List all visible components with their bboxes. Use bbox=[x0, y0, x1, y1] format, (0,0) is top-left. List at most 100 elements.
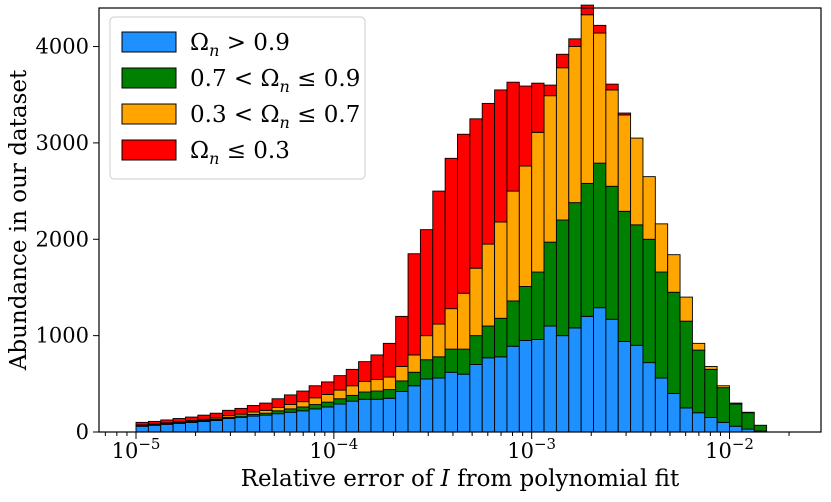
bar-segment bbox=[296, 390, 310, 403]
bar-segment bbox=[716, 387, 730, 423]
y-tick-label: 3000 bbox=[36, 131, 89, 155]
bars-group bbox=[135, 4, 768, 433]
bar-segment bbox=[531, 271, 545, 340]
bar-segment bbox=[617, 210, 632, 342]
bar-segment bbox=[358, 361, 372, 382]
bar-segment bbox=[580, 315, 594, 433]
bar-segment bbox=[172, 418, 186, 423]
bar-segment bbox=[654, 271, 669, 379]
bar-segment bbox=[308, 404, 322, 410]
bar-segment bbox=[407, 253, 421, 356]
bar-segment bbox=[271, 398, 285, 408]
bar-segment bbox=[222, 409, 236, 417]
y-tick-label: 2000 bbox=[36, 227, 89, 251]
bar-segment bbox=[271, 413, 285, 433]
bar-segment bbox=[605, 185, 619, 320]
bar-segment bbox=[432, 356, 446, 379]
bar-segment bbox=[469, 118, 483, 269]
x-tick-label: 10−4 bbox=[309, 435, 358, 463]
bar-segment bbox=[605, 83, 619, 91]
bar-segment bbox=[518, 286, 533, 341]
bar-segment bbox=[494, 356, 508, 433]
bar-segment bbox=[283, 408, 298, 413]
bar-segment bbox=[160, 423, 174, 433]
bar-segment bbox=[308, 385, 322, 399]
bar-segment bbox=[345, 368, 360, 387]
bar-segment bbox=[358, 398, 372, 433]
bar-segment bbox=[729, 402, 743, 405]
bar-segment bbox=[568, 38, 582, 48]
bar-segment bbox=[382, 342, 397, 378]
bar-segment bbox=[543, 84, 557, 97]
bar-segment bbox=[568, 327, 582, 433]
bar-segment bbox=[197, 420, 211, 433]
bar-segment bbox=[259, 414, 273, 433]
bar-segment bbox=[469, 267, 483, 337]
bar-segment bbox=[395, 391, 409, 433]
bar-segment bbox=[358, 380, 372, 393]
x-tick-label: 10−2 bbox=[705, 435, 754, 463]
plot-frame bbox=[98, 7, 822, 433]
bar-segment bbox=[617, 114, 632, 212]
bar-segment bbox=[283, 404, 298, 410]
bar-segment bbox=[457, 348, 471, 375]
bar-segment bbox=[593, 24, 607, 34]
bar-segment bbox=[568, 46, 582, 204]
bar-segment bbox=[481, 357, 496, 433]
bar-segment bbox=[531, 131, 545, 273]
bar-segment bbox=[457, 133, 471, 294]
bar-segment bbox=[135, 425, 149, 433]
bar-segment bbox=[407, 354, 421, 373]
y-axis-ticks: 0 1000 2000 3000 4000 bbox=[36, 35, 99, 444]
bar-segment bbox=[407, 385, 421, 433]
bar-segment bbox=[345, 394, 360, 402]
legend-swatch bbox=[121, 31, 177, 53]
bar-segment bbox=[407, 371, 421, 387]
bar-segment bbox=[135, 421, 149, 426]
bar-segment bbox=[729, 403, 743, 427]
bar-segment bbox=[321, 393, 335, 403]
bar-segment bbox=[321, 381, 335, 395]
bar-segment bbox=[432, 190, 446, 325]
bar-segment bbox=[691, 412, 706, 433]
bar-segment bbox=[283, 411, 298, 433]
y-axis-label: Abundance in our dataset bbox=[6, 69, 32, 371]
bar-segment bbox=[296, 406, 310, 412]
bar-segment bbox=[209, 412, 224, 419]
y-tick-label: 0 bbox=[76, 420, 89, 444]
bar-segment bbox=[506, 300, 520, 347]
bar-segment bbox=[444, 348, 458, 373]
bar-segment bbox=[419, 378, 434, 433]
bar-segment bbox=[185, 421, 199, 433]
bar-segment bbox=[679, 296, 693, 322]
x-tick-label: 10−3 bbox=[507, 435, 556, 463]
bar-segment bbox=[395, 315, 409, 367]
bar-segment bbox=[593, 162, 607, 309]
bar-segment bbox=[172, 422, 186, 433]
bar-segment bbox=[704, 368, 718, 418]
bar-segment bbox=[543, 325, 557, 433]
bar-segment bbox=[370, 354, 384, 380]
bar-segment bbox=[209, 419, 224, 433]
bar-segment bbox=[370, 379, 384, 392]
bar-segment bbox=[506, 81, 520, 192]
bar-segment bbox=[518, 85, 533, 167]
bar-segment bbox=[580, 4, 594, 16]
bar-segment bbox=[419, 335, 434, 361]
bar-segment bbox=[457, 373, 471, 433]
bar-segment bbox=[444, 308, 458, 350]
bar-segment bbox=[630, 224, 644, 346]
bar-segment bbox=[667, 291, 681, 394]
bar-segment bbox=[642, 362, 656, 433]
bar-segment bbox=[729, 425, 743, 433]
bar-segment bbox=[283, 394, 298, 405]
x-axis-label: Relative error of I from polynomial fit bbox=[241, 466, 680, 492]
bar-segment bbox=[605, 89, 619, 187]
bar-segment bbox=[271, 406, 285, 412]
bar-segment bbox=[630, 344, 644, 433]
bar-segment bbox=[296, 410, 310, 433]
bar-segment bbox=[494, 317, 508, 358]
bar-segment bbox=[667, 254, 681, 293]
bar-segment bbox=[593, 307, 607, 433]
bar-segment bbox=[531, 82, 545, 133]
